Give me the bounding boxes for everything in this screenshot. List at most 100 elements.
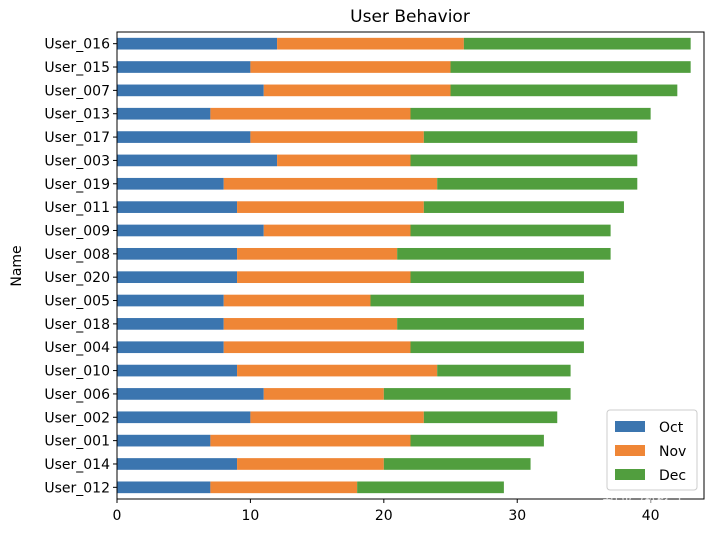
bar-user-004-dec — [410, 341, 584, 354]
bar-user-016-oct — [117, 37, 278, 50]
y-tick-label: User_019 — [44, 177, 110, 193]
chart-title: User Behavior — [350, 7, 470, 27]
y-tick-label: User_014 — [44, 457, 110, 473]
bar-user-001-nov — [210, 434, 411, 447]
bar-user-008-dec — [397, 247, 611, 260]
bar-user-015-nov — [250, 61, 451, 73]
bar-user-009-dec — [410, 224, 611, 237]
bar-user-012-oct — [117, 481, 211, 494]
bar-user-020-nov — [237, 271, 411, 284]
y-tick-label: User_011 — [44, 200, 110, 216]
bar-user-003-dec — [410, 154, 638, 167]
bar-user-008-oct — [117, 247, 238, 260]
bar-user-018-dec — [397, 318, 584, 330]
legend-label-oct: Oct — [659, 420, 684, 436]
bar-user-012-dec — [357, 481, 504, 494]
y-tick-label: User_003 — [44, 153, 110, 169]
bar-user-003-nov — [277, 154, 411, 167]
y-tick-label: User_008 — [44, 247, 110, 263]
bar-user-011-oct — [117, 201, 238, 213]
bar-user-016-nov — [277, 37, 464, 50]
y-tick-label: User_007 — [44, 83, 110, 99]
bar-user-019-nov — [223, 177, 438, 190]
legend-label-nov: Nov — [659, 444, 686, 460]
bar-user-001-dec — [410, 434, 544, 447]
bar-user-011-dec — [423, 201, 624, 213]
y-tick-label: User_009 — [44, 223, 110, 239]
bar-user-008-nov — [237, 247, 398, 260]
legend-swatch-nov — [615, 445, 645, 456]
y-tick-label: User_015 — [44, 60, 110, 76]
bar-user-009-nov — [263, 224, 411, 237]
bar-user-020-dec — [410, 271, 584, 284]
bar-user-004-nov — [223, 341, 411, 354]
y-axis-label: Name — [9, 245, 25, 286]
bar-user-005-dec — [370, 294, 584, 307]
bar-user-011-nov — [237, 201, 424, 213]
y-tick-label: User_005 — [44, 294, 110, 310]
bar-user-014-oct — [117, 458, 238, 470]
bar-user-002-nov — [250, 411, 424, 424]
bar-user-010-dec — [437, 364, 571, 377]
y-tick-label: User_013 — [44, 107, 110, 123]
bar-user-002-oct — [117, 411, 251, 424]
bar-user-016-dec — [463, 37, 691, 50]
bar-user-012-nov — [210, 481, 358, 494]
bar-user-007-nov — [263, 84, 451, 97]
y-tick-label: User_006 — [44, 387, 110, 403]
bar-user-010-oct — [117, 364, 238, 377]
y-tick-label: User_018 — [44, 317, 110, 333]
legend: Oct Nov Dec — [606, 409, 698, 491]
bar-user-003-oct — [117, 154, 278, 167]
plot-frame — [116, 31, 705, 500]
y-tick-label: User_001 — [44, 434, 110, 450]
legend-swatch-dec — [615, 469, 645, 480]
y-tick-label: User_002 — [44, 410, 110, 426]
bar-user-006-dec — [383, 388, 571, 400]
x-tick-label: 30 — [508, 508, 526, 524]
bar-user-014-nov — [237, 458, 384, 470]
bar-user-005-oct — [117, 294, 224, 307]
bar-user-002-dec — [423, 411, 558, 424]
bar-user-018-oct — [117, 318, 224, 330]
bar-user-019-dec — [437, 177, 638, 190]
bar-user-017-dec — [423, 131, 638, 143]
x-tick-label: 0 — [113, 508, 122, 524]
y-tick-label: User_004 — [44, 340, 110, 356]
y-tick-label: User_020 — [44, 270, 110, 286]
bar-user-018-nov — [223, 318, 398, 330]
x-tick-label: 10 — [241, 508, 259, 524]
bar-user-004-oct — [117, 341, 224, 354]
legend-label-dec: Dec — [659, 468, 686, 484]
bar-user-010-nov — [237, 364, 438, 377]
bar-user-019-oct — [117, 177, 224, 190]
bar-user-014-dec — [383, 458, 531, 470]
bars-layer — [117, 37, 691, 494]
bar-user-017-nov — [250, 131, 424, 143]
bar-user-009-oct — [117, 224, 264, 237]
y-tick-label: User_010 — [44, 364, 110, 380]
y-tick-label: User_016 — [44, 37, 110, 53]
bar-user-013-dec — [410, 107, 651, 120]
x-tick-label: 20 — [375, 508, 393, 524]
bar-user-006-oct — [117, 388, 264, 400]
watermark: 知乎 @橘子 — [602, 491, 687, 510]
axes-layer: User_016 User_015 User_007 User_013 User_017… — [44, 31, 705, 524]
bar-user-020-oct — [117, 271, 238, 284]
x-tick-label: 40 — [642, 508, 660, 524]
bar-user-013-nov — [210, 107, 411, 120]
legend-swatch-oct — [615, 421, 645, 432]
bar-user-015-oct — [117, 61, 251, 73]
bar-user-006-nov — [263, 388, 384, 400]
y-tick-label: User_012 — [44, 480, 110, 496]
bar-user-013-oct — [117, 107, 211, 120]
bar-user-007-oct — [117, 84, 264, 97]
y-tick-label: User_017 — [44, 130, 110, 146]
bar-user-005-nov — [223, 294, 371, 307]
bar-user-015-dec — [450, 61, 691, 73]
bar-user-017-oct — [117, 131, 251, 143]
bar-user-007-dec — [450, 84, 678, 97]
bar-user-001-oct — [117, 434, 211, 447]
